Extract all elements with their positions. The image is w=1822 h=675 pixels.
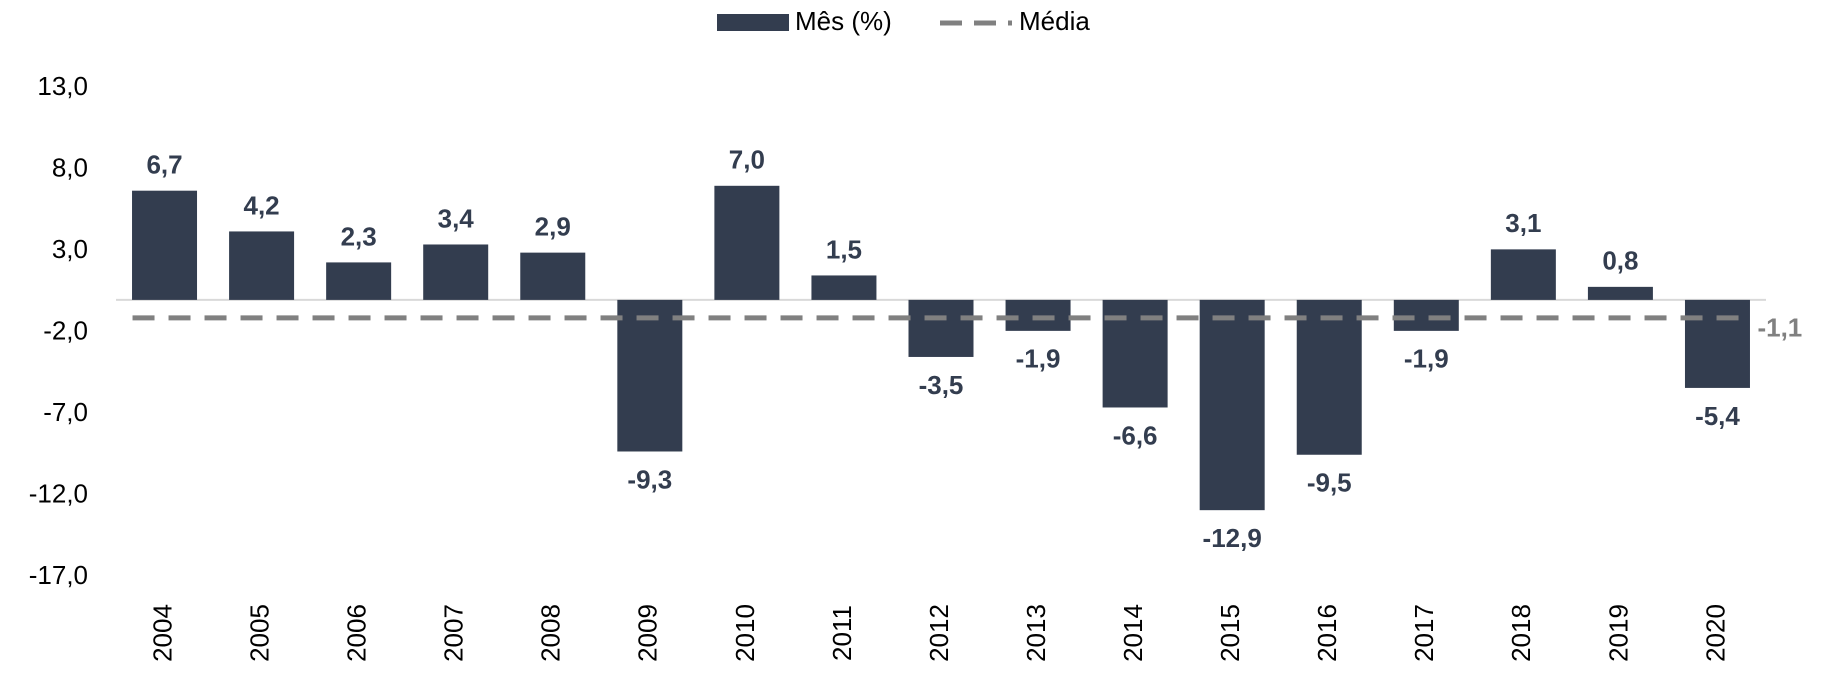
x-tick-label: 2011 bbox=[827, 605, 857, 661]
data-label: -5,4 bbox=[1695, 401, 1740, 431]
data-label: 3,1 bbox=[1505, 208, 1541, 238]
x-tick-label: 2014 bbox=[1118, 604, 1148, 662]
bar bbox=[520, 252, 586, 300]
x-tick-label: 2005 bbox=[244, 604, 274, 662]
legend-swatch bbox=[717, 14, 789, 31]
data-label: 6,7 bbox=[146, 150, 182, 180]
data-label: 4,2 bbox=[244, 190, 280, 220]
data-label: -6,6 bbox=[1113, 420, 1158, 450]
x-tick-label: 2013 bbox=[1021, 604, 1051, 662]
x-tick-label: 2018 bbox=[1506, 604, 1536, 662]
bar bbox=[1587, 286, 1653, 300]
data-label: 0,8 bbox=[1602, 246, 1638, 276]
x-tick-label: 2008 bbox=[536, 604, 566, 662]
x-tick-label: 2019 bbox=[1603, 604, 1633, 662]
data-label: -3,5 bbox=[919, 370, 964, 400]
bar bbox=[811, 275, 877, 300]
x-tick-label: 2009 bbox=[633, 604, 663, 662]
bar bbox=[1199, 299, 1265, 511]
data-label: -12,9 bbox=[1203, 523, 1262, 553]
y-tick-label: 13,0 bbox=[37, 71, 88, 101]
legend-label: Mês (%) bbox=[795, 6, 892, 36]
x-tick-label: 2012 bbox=[924, 604, 954, 662]
bar bbox=[229, 231, 295, 300]
bar bbox=[617, 299, 683, 452]
data-label: -1,9 bbox=[1404, 344, 1449, 374]
x-tick-label: 2016 bbox=[1312, 604, 1342, 662]
data-label: 1,5 bbox=[826, 234, 862, 264]
average-label: -1,1 bbox=[1757, 313, 1802, 343]
y-tick-label: -12,0 bbox=[29, 478, 88, 508]
y-tick-label: -17,0 bbox=[29, 560, 88, 590]
x-tick-label: 2007 bbox=[439, 604, 469, 662]
data-label: -9,3 bbox=[627, 464, 672, 494]
data-label: -9,5 bbox=[1307, 468, 1352, 498]
x-tick-label: 2015 bbox=[1215, 604, 1245, 662]
x-tick-label: 2017 bbox=[1409, 604, 1439, 662]
data-label: 3,4 bbox=[438, 203, 475, 233]
data-label: 2,3 bbox=[341, 221, 377, 251]
y-tick-label: 3,0 bbox=[52, 234, 88, 264]
bar bbox=[132, 190, 198, 300]
x-tick-label: 2004 bbox=[147, 604, 177, 662]
data-label: 2,9 bbox=[535, 212, 571, 242]
bar bbox=[326, 262, 392, 300]
bar bbox=[714, 185, 780, 300]
data-label: 7,0 bbox=[729, 145, 765, 175]
bar bbox=[423, 244, 489, 300]
y-tick-label: 8,0 bbox=[52, 152, 88, 182]
y-tick-label: -2,0 bbox=[43, 315, 88, 345]
y-tick-label: -7,0 bbox=[43, 397, 88, 427]
legend-label: Média bbox=[1019, 6, 1090, 36]
x-tick-label: 2010 bbox=[730, 604, 760, 662]
bar bbox=[908, 299, 974, 357]
data-label: -1,9 bbox=[1016, 344, 1061, 374]
bar bbox=[1490, 249, 1556, 300]
bar bbox=[1684, 299, 1750, 388]
x-tick-label: 2020 bbox=[1700, 604, 1730, 662]
bar bbox=[1296, 299, 1362, 455]
x-tick-label: 2006 bbox=[342, 604, 372, 662]
